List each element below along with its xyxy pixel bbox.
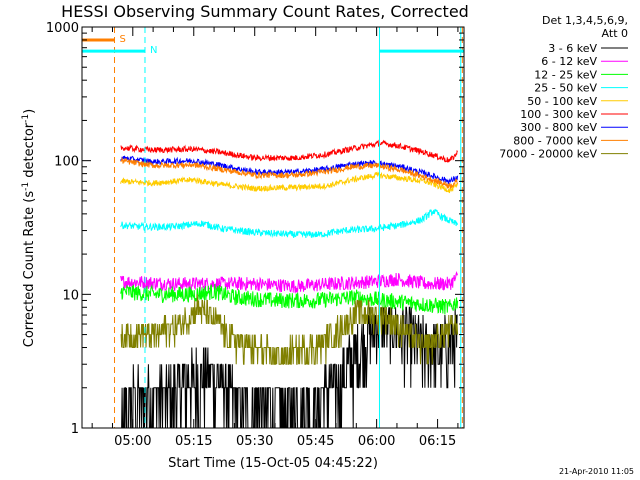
series-line-2 [120,270,459,294]
footer-timestamp: 21-Apr-2010 11:05 [559,467,634,476]
series-line-9 [120,294,459,365]
y-axis-label-sup1: -1 [21,182,31,191]
y-axis-label-end: ) [22,109,37,114]
y-axis-label-sup2: -1 [21,114,31,123]
legend-label-2: 6 - 12 keV [541,55,597,68]
legend-label-4: 25 - 50 keV [534,82,597,95]
legend-label-3: 12 - 25 keV [534,68,597,81]
x-axis-label: Start Time (15-Oct-05 04:45:22) [168,456,378,471]
x-tick-label: 06:00 [358,434,395,449]
y-axis-label-mid: detector [22,122,37,182]
x-tick-label: 05:00 [114,434,151,449]
x-tick-label: 05:30 [236,434,273,449]
y-tick-label: 1 [71,422,79,437]
legend-label-5: 50 - 100 keV [527,95,597,108]
series-line-5 [120,171,459,194]
series-line-7 [120,155,459,185]
series-line-6 [120,139,458,163]
legend-label-1: 3 - 6 keV [548,42,597,55]
y-axis-label-main: Corrected Count Rate (s [22,191,37,348]
marker-label-s: S [120,34,126,45]
legend-label-9: 7000 - 20000 keV [499,148,597,161]
legend-header-1: Det 1,3,4,5,6,9, [542,14,628,27]
x-tick-label: 05:45 [297,434,334,449]
y-tick-label: 100 [54,155,79,170]
markers-layer: SN [82,27,464,428]
legend-label-7: 300 - 800 keV [520,121,597,134]
series-line-3 [120,284,459,315]
y-tick-label: 1000 [46,21,79,36]
y-axis-ticks: 1 10 100 1000 [46,21,464,437]
y-axis-label: Corrected Count Rate (s-1 detector-1) [21,109,37,347]
x-tick-label: 05:15 [175,434,212,449]
series-line-8 [120,156,458,190]
legend-header-2: Att 0 [602,27,628,40]
marker-label-n: N [150,45,157,56]
x-axis-ticks: 05:00 05:15 05:30 05:45 06:00 06:15 [91,27,459,449]
legend-label-6: 100 - 300 keV [520,108,597,121]
chart-title: HESSI Observing Summary Count Rates, Cor… [61,2,469,21]
plot-frame [81,26,465,429]
series-layer [120,139,459,429]
y-tick-label: 10 [62,288,79,303]
series-line-4 [120,208,459,239]
legend-label-8: 800 - 7000 keV [513,134,597,147]
x-tick-label: 06:15 [419,434,456,449]
